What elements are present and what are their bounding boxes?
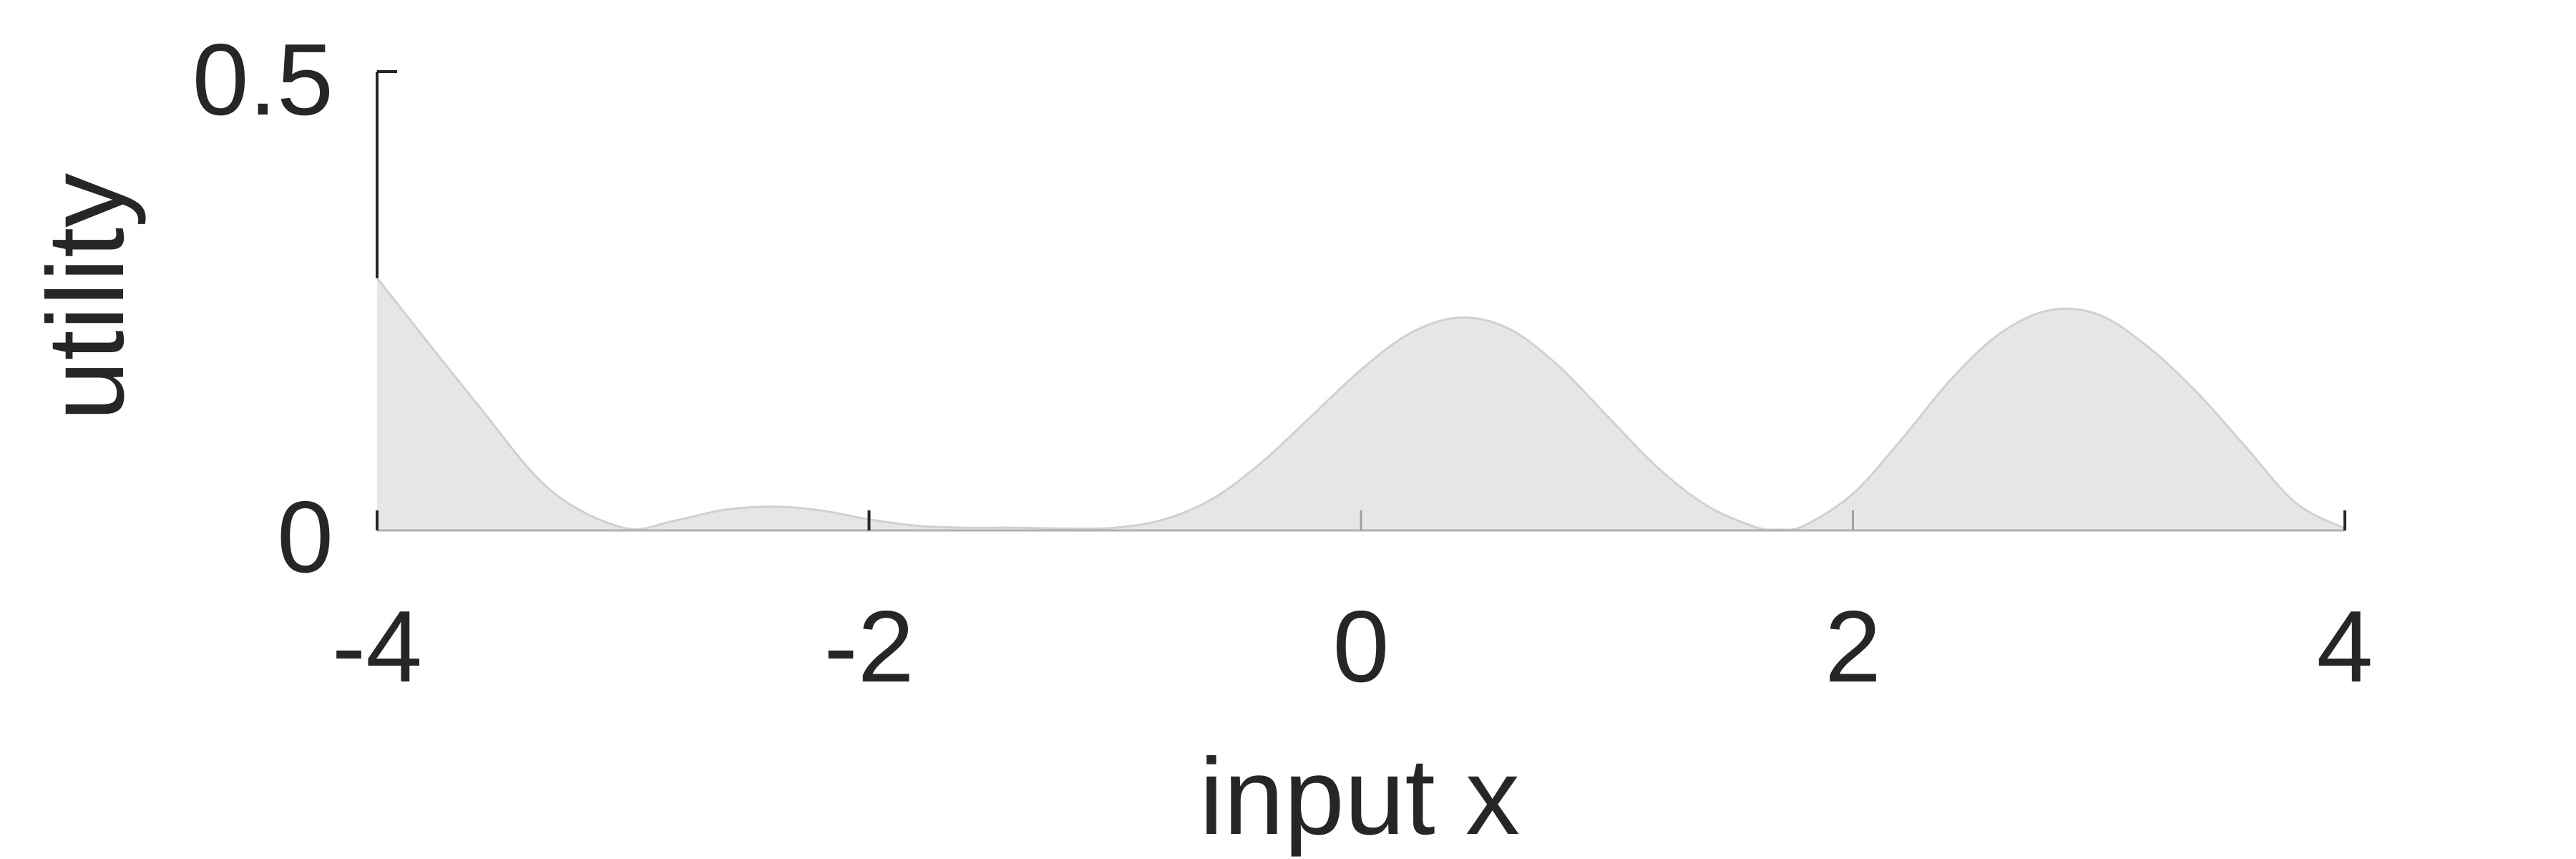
x-tick-label: 4 xyxy=(2317,590,2373,704)
series-0-line xyxy=(376,277,2346,531)
series-layer xyxy=(376,277,2346,531)
x-tick-label: -4 xyxy=(332,590,422,704)
y-axis-label: utility xyxy=(25,173,147,421)
y-tick-label: 0 xyxy=(277,480,333,594)
x-tick-label: 2 xyxy=(1825,590,1881,704)
ticks-layer: -4 -2 0 2 4 0 0.5 xyxy=(192,23,2373,704)
x-axis-label: input x xyxy=(1199,736,1520,858)
x-tick-label: -2 xyxy=(824,590,914,704)
x-tick-label: 0 xyxy=(1333,590,1390,704)
series-0-area xyxy=(377,278,2345,530)
y-tick-label: 0.5 xyxy=(192,23,333,137)
